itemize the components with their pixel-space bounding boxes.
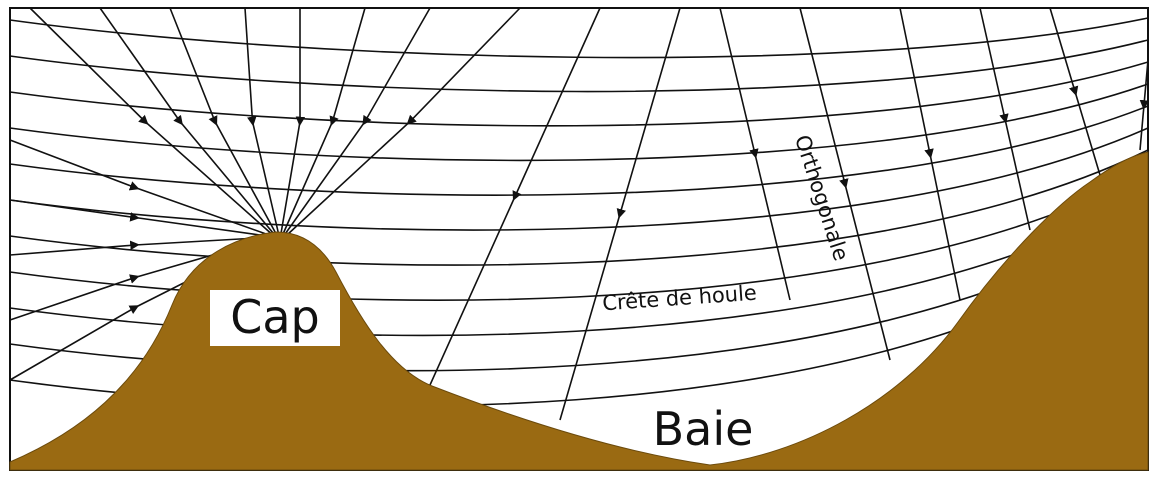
orthogonal	[559, 7, 681, 421]
orthogonal	[29, 7, 276, 238]
orthogonal	[169, 7, 279, 238]
orthogonal	[9, 139, 275, 238]
orthogonal	[99, 7, 278, 238]
wave-crest	[9, 171, 1149, 301]
orthogonal	[282, 7, 431, 238]
orthogonal	[799, 7, 891, 361]
orthogonal	[280, 7, 366, 238]
orthogonal	[899, 7, 961, 301]
baie-label: Baie	[653, 402, 754, 456]
wave-crest	[9, 105, 1149, 196]
orthogonal	[719, 7, 791, 301]
cap-box	[210, 290, 340, 346]
orthogonal	[244, 7, 281, 238]
orthogonal	[9, 236, 275, 256]
wave-crest	[9, 17, 1149, 59]
orthogonal	[279, 8, 306, 238]
orthogonal	[429, 7, 601, 386]
land	[9, 151, 1149, 471]
wave-crest	[9, 193, 1149, 337]
orthogonal	[9, 199, 275, 238]
wave-crest	[9, 39, 1149, 93]
wave-crest	[9, 61, 1149, 127]
orthogonal	[1139, 59, 1150, 151]
orthogonal	[1049, 7, 1101, 176]
wave-crest	[9, 127, 1149, 231]
wave-crest	[9, 149, 1149, 266]
orthogonal	[284, 7, 521, 238]
orthogonal	[979, 7, 1031, 231]
cap-label: Cap	[230, 290, 320, 344]
